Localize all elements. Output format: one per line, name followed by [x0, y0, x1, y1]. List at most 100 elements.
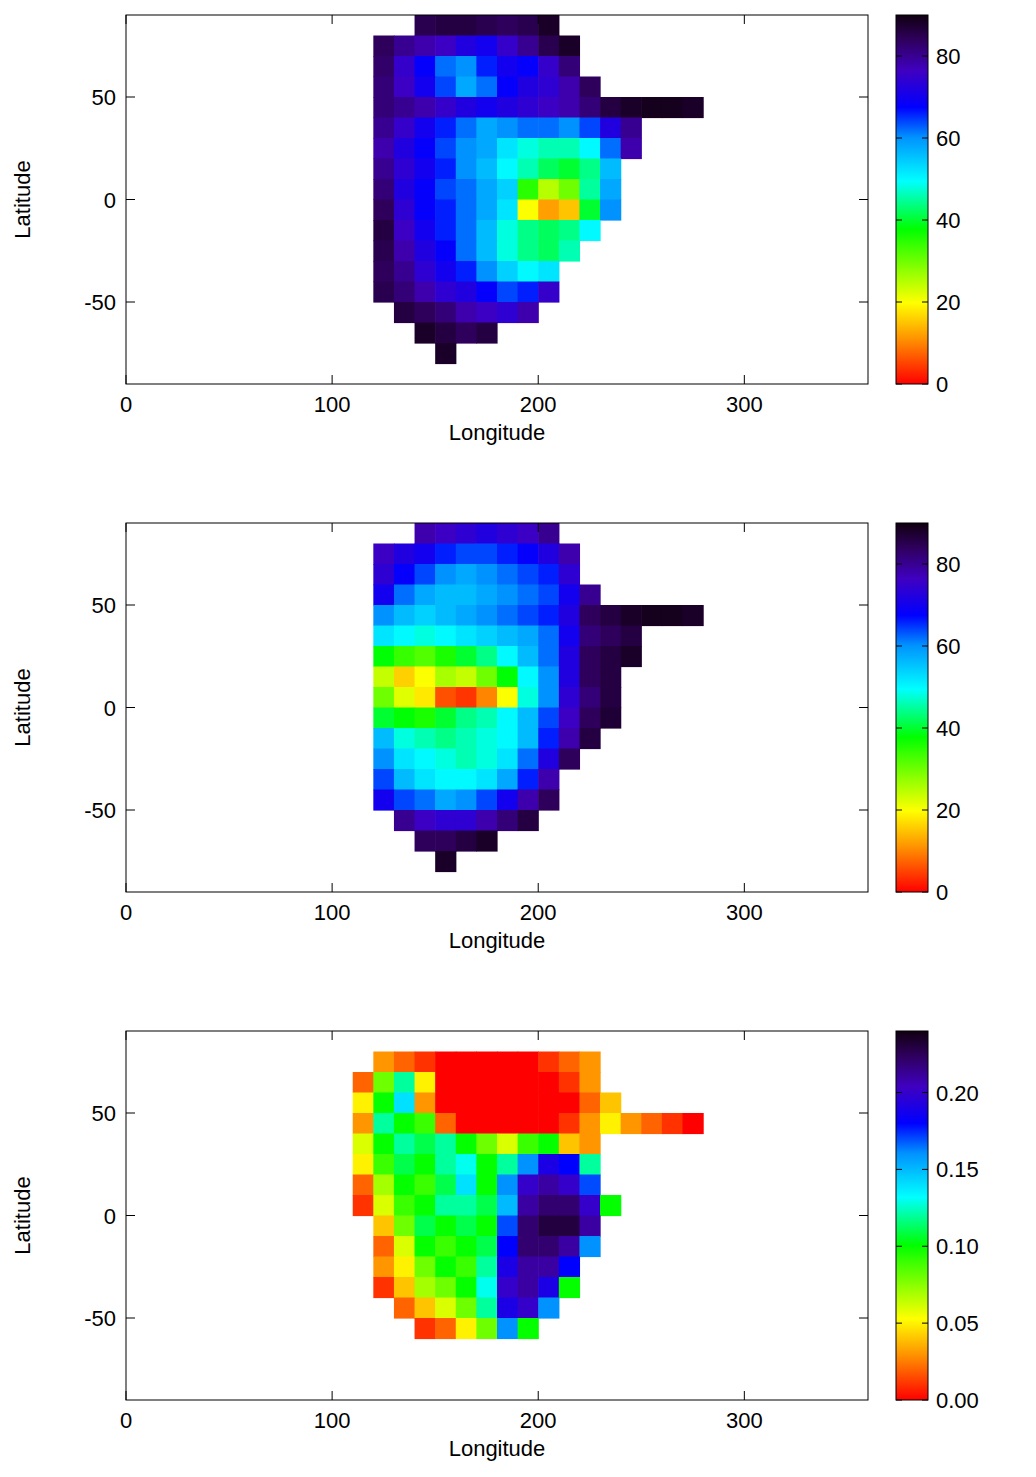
cell: [394, 302, 415, 323]
cell: [373, 1236, 394, 1257]
cell: [476, 728, 497, 749]
cell: [538, 769, 559, 790]
cell: [518, 585, 539, 606]
colorbar-tick: [922, 1092, 928, 1093]
cell: [456, 1113, 477, 1134]
cell: [538, 1175, 559, 1196]
cell: [497, 179, 518, 200]
x-tick: [332, 883, 333, 892]
cell: [621, 138, 642, 159]
cell: [373, 118, 394, 139]
cell: [394, 36, 415, 57]
cell: [579, 646, 600, 667]
cell: [456, 626, 477, 647]
cell: [538, 1154, 559, 1175]
cell: [476, 810, 497, 831]
cell: [394, 564, 415, 585]
heatmap-cells: [353, 1052, 704, 1340]
plot-frame: [126, 523, 868, 892]
cell: [435, 1072, 456, 1093]
cell: [394, 667, 415, 688]
cell: [373, 97, 394, 118]
cell: [435, 323, 456, 344]
cell: [476, 687, 497, 708]
cell: [497, 1216, 518, 1237]
cell: [373, 564, 394, 585]
x-tick: [332, 1031, 333, 1040]
cell: [538, 585, 559, 606]
cell: [435, 200, 456, 221]
cell: [373, 77, 394, 98]
cell: [538, 56, 559, 77]
cell: [600, 687, 621, 708]
cell: [497, 728, 518, 749]
cell: [435, 97, 456, 118]
cell: [373, 1257, 394, 1278]
cell: [435, 56, 456, 77]
cell: [415, 790, 436, 811]
cell: [394, 282, 415, 303]
cell: [435, 1236, 456, 1257]
colorbar-tick: [896, 646, 902, 647]
cell: [456, 810, 477, 831]
cell: [497, 708, 518, 729]
cell: [456, 1257, 477, 1278]
cell: [559, 36, 580, 57]
cell: [538, 118, 559, 139]
cell: [415, 564, 436, 585]
cell: [559, 564, 580, 585]
cell: [559, 1052, 580, 1073]
cell: [476, 1277, 497, 1298]
cell: [435, 1052, 456, 1073]
cell: [415, 1175, 436, 1196]
cell: [415, 323, 436, 344]
cell: [435, 220, 456, 241]
x-tick-label: 100: [314, 1408, 351, 1433]
cell: [435, 790, 456, 811]
y-tick-label: 50: [92, 593, 116, 618]
cell: [538, 159, 559, 180]
cell: [497, 200, 518, 221]
cell: [538, 241, 559, 262]
cell: [394, 728, 415, 749]
cell: [497, 261, 518, 282]
cell: [415, 36, 436, 57]
cell: [415, 220, 436, 241]
cell: [641, 1113, 662, 1134]
x-tick: [126, 883, 127, 892]
cell: [415, 626, 436, 647]
cell: [600, 667, 621, 688]
cell: [415, 118, 436, 139]
cell: [579, 1134, 600, 1155]
colorbar-tick: [922, 564, 928, 565]
cell: [373, 220, 394, 241]
cell: [559, 138, 580, 159]
cell: [497, 1195, 518, 1216]
cell: [538, 36, 559, 57]
cell: [435, 241, 456, 262]
cell: [518, 1072, 539, 1093]
cell: [559, 220, 580, 241]
cell: [579, 1216, 600, 1237]
cell: [518, 1154, 539, 1175]
cell: [415, 1257, 436, 1278]
cell: [559, 179, 580, 200]
x-tick: [126, 375, 127, 384]
cell: [600, 708, 621, 729]
colorbar-tick-label: 40: [936, 208, 960, 233]
cell: [373, 605, 394, 626]
cell: [415, 1298, 436, 1319]
cell: [559, 159, 580, 180]
cell: [435, 159, 456, 180]
cell: [415, 138, 436, 159]
cell: [415, 646, 436, 667]
cell: [456, 261, 477, 282]
colorbar-tick: [922, 138, 928, 139]
cell: [579, 1072, 600, 1093]
cell: [476, 646, 497, 667]
cell: [538, 1093, 559, 1114]
cell: [621, 1113, 642, 1134]
cell: [497, 97, 518, 118]
cell: [415, 1113, 436, 1134]
cell: [435, 1175, 456, 1196]
